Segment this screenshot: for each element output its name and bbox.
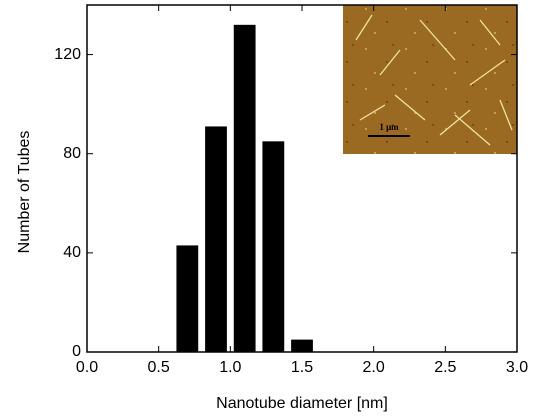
chart: 1 μm Nanotube diameter [nm] Number of Tu… — [0, 0, 543, 418]
x-tick-label: 1.0 — [219, 359, 241, 376]
scale-label: 1 μm — [379, 122, 399, 132]
afm-image — [343, 5, 517, 154]
x-tick-label: 0.0 — [76, 359, 98, 376]
inset-image: 1 μm — [343, 5, 517, 154]
y-axis-label: Number of Tubes — [16, 131, 33, 254]
x-tick-label: 0.5 — [148, 359, 170, 376]
y-tick-label: 40 — [63, 244, 81, 261]
y-tick-label: 120 — [54, 46, 81, 63]
y-tick-label: 0 — [72, 343, 81, 360]
bar — [176, 245, 198, 352]
bar — [262, 141, 284, 352]
x-tick-label: 2.5 — [434, 359, 456, 376]
x-axis-label: Nanotube diameter [nm] — [216, 395, 388, 412]
y-tick-label: 80 — [63, 145, 81, 162]
x-tick-label: 3.0 — [506, 359, 528, 376]
x-tick-label: 2.0 — [363, 359, 385, 376]
bar — [205, 126, 227, 352]
bar — [234, 25, 256, 352]
x-tick-label: 1.5 — [291, 359, 313, 376]
